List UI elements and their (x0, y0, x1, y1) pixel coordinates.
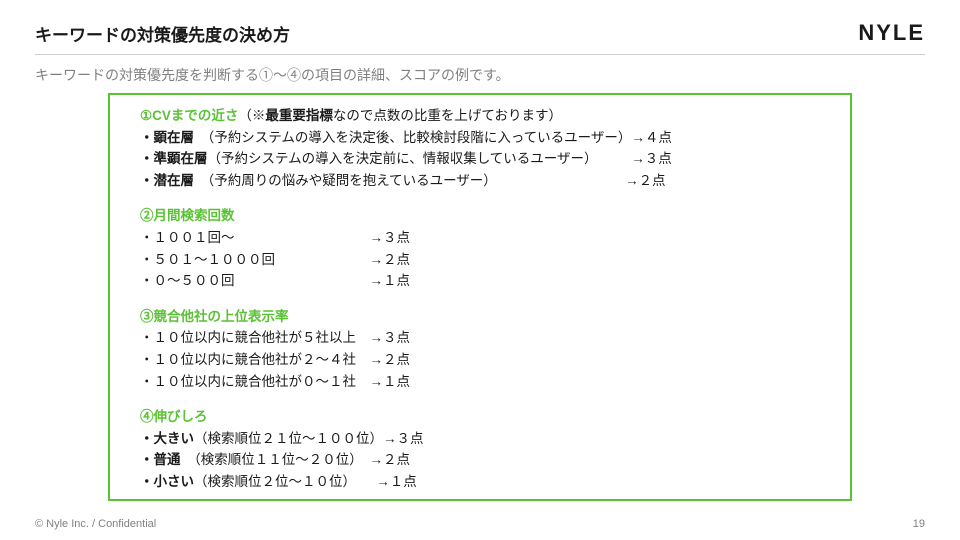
section-growth: ④伸びしろ ・大きい（検索順位２１位～１００位）→３点 ・普通 （検索順位１１位… (140, 406, 820, 492)
item-row: ・１０位以内に競合他社が０～１社 →１点 (140, 371, 820, 393)
item-row: ・準顕在層（予約システムの導入を決定前に、情報収集しているユーザー） →３点 (140, 148, 820, 170)
item-row: ・潜在層 （予約周りの悩みや疑問を抱えているユーザー） →２点 (140, 170, 820, 192)
item-row: ・大きい（検索順位２１位～１００位）→３点 (140, 428, 820, 450)
section-header: ④伸びしろ (140, 406, 820, 428)
section-header: ②月間検索回数 (140, 205, 820, 227)
section-cv: ①CVまでの近さ（※最重要指標なので点数の比重を上げております） ・顕在層 （予… (140, 105, 820, 191)
divider (35, 54, 925, 55)
footer: © Nyle Inc. / Confidential 19 (35, 518, 925, 530)
page-title: キーワードの対策優先度の決め方 (35, 21, 290, 46)
section-header: ①CVまでの近さ（※最重要指標なので点数の比重を上げております） (140, 105, 820, 127)
item-row: ・顕在層 （予約システムの導入を決定後、比較検討段階に入っているユーザー）→４点 (140, 127, 820, 149)
item-row: ・１００１回～ →３点 (140, 227, 820, 249)
heading-green: ①CVまでの近さ (140, 108, 238, 123)
header: キーワードの対策優先度の決め方 NYLE (0, 0, 960, 54)
heading-note-suffix: なので点数の比重を上げております） (333, 108, 562, 123)
heading-green: ②月間検索回数 (140, 208, 235, 223)
item-row: ・１０位以内に競合他社が２～４社 →２点 (140, 349, 820, 371)
scoring-box: ①CVまでの近さ（※最重要指標なので点数の比重を上げております） ・顕在層 （予… (108, 93, 852, 501)
heading-green: ④伸びしろ (140, 409, 208, 424)
heading-note-prefix: （※ (238, 108, 265, 123)
item-row: ・５０１～１０００回 →２点 (140, 249, 820, 271)
heading-green: ③競合他社の上位表示率 (140, 309, 289, 324)
page-number: 19 (913, 518, 925, 530)
section-search: ②月間検索回数 ・１００１回～ →３点 ・５０１～１０００回 →２点 ・０～５０… (140, 205, 820, 291)
heading-note-bold: 最重要指標 (265, 108, 333, 123)
item-row: ・０～５００回 →１点 (140, 270, 820, 292)
item-row: ・普通 （検索順位１１位～２０位） →２点 (140, 449, 820, 471)
subtitle: キーワードの対策優先度を判断する①～④の項目の詳細、スコアの例です。 (0, 65, 960, 93)
logo: NYLE (858, 20, 925, 46)
item-row: ・１０位以内に競合他社が５社以上 →３点 (140, 327, 820, 349)
footer-copyright: © Nyle Inc. / Confidential (35, 518, 156, 530)
section-competitor: ③競合他社の上位表示率 ・１０位以内に競合他社が５社以上 →３点 ・１０位以内に… (140, 306, 820, 392)
section-header: ③競合他社の上位表示率 (140, 306, 820, 328)
item-row: ・小さい（検索順位２位～１０位） →１点 (140, 471, 820, 493)
